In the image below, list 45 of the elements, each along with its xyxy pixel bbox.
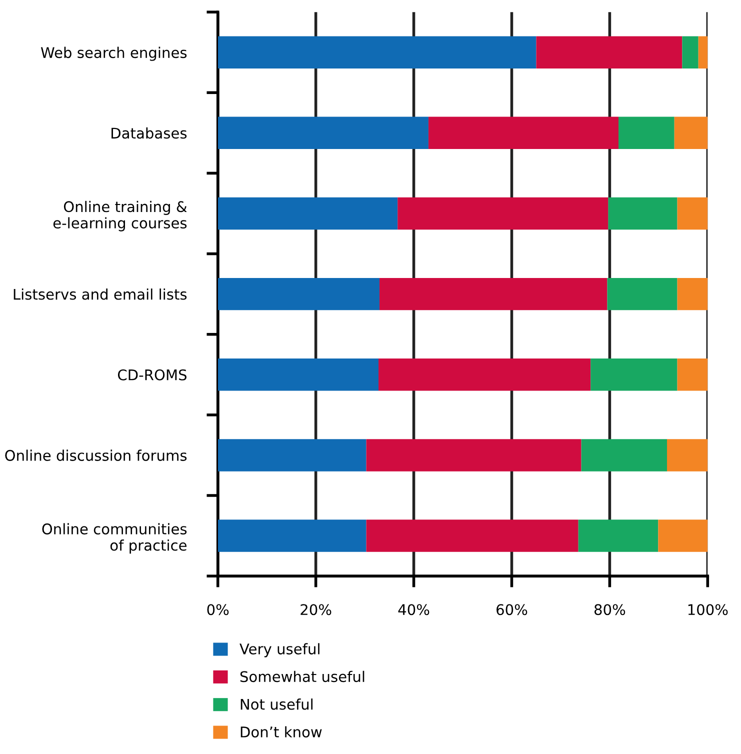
bar [581, 439, 667, 472]
bar [536, 36, 682, 68]
y-tick-label: Online discussion forums [5, 450, 187, 461]
bar [428, 116, 619, 150]
bar [578, 520, 658, 552]
bar [608, 197, 678, 230]
x-tick-label: 100% [688, 604, 728, 616]
x-tick-label: 80% [594, 604, 626, 616]
bar [366, 439, 582, 472]
legend-label: Very useful [240, 643, 320, 658]
bar [218, 116, 428, 150]
bar [677, 358, 708, 391]
bar [366, 520, 578, 552]
y-tick-label: Web search engines [40, 46, 187, 61]
x-tick-label: 20% [300, 604, 332, 616]
bar [618, 116, 674, 150]
y-tick-label: Listservs and email lists [14, 288, 187, 300]
bar [218, 358, 379, 391]
y-tick-label: Online communities of practice [42, 523, 187, 554]
bar [677, 197, 708, 230]
x-tick-label: 40% [398, 604, 430, 616]
bar [218, 197, 398, 230]
legend-label: Don’t know [240, 726, 322, 738]
bar [682, 36, 698, 68]
y-tick-label: Databases [112, 127, 187, 139]
bar [398, 197, 608, 230]
bar [590, 358, 678, 391]
bar [378, 358, 591, 391]
bar [698, 36, 708, 68]
bar [379, 278, 608, 310]
bar [674, 116, 708, 150]
legend-label: Not useful [240, 698, 313, 710]
bar [218, 439, 366, 472]
bar [218, 36, 536, 68]
y-tick-label: Online training & e-learning courses [53, 200, 187, 232]
x-tick-label: 60% [496, 604, 528, 616]
bar [218, 520, 366, 552]
x-tick-label: 0% [207, 604, 229, 616]
bar [607, 278, 678, 310]
bar [218, 278, 380, 310]
bar [658, 520, 708, 552]
bar [667, 439, 708, 472]
legend-label: Somewhat useful [240, 670, 364, 682]
y-tick-label: CD-ROMS [118, 369, 186, 380]
bar [677, 278, 708, 310]
